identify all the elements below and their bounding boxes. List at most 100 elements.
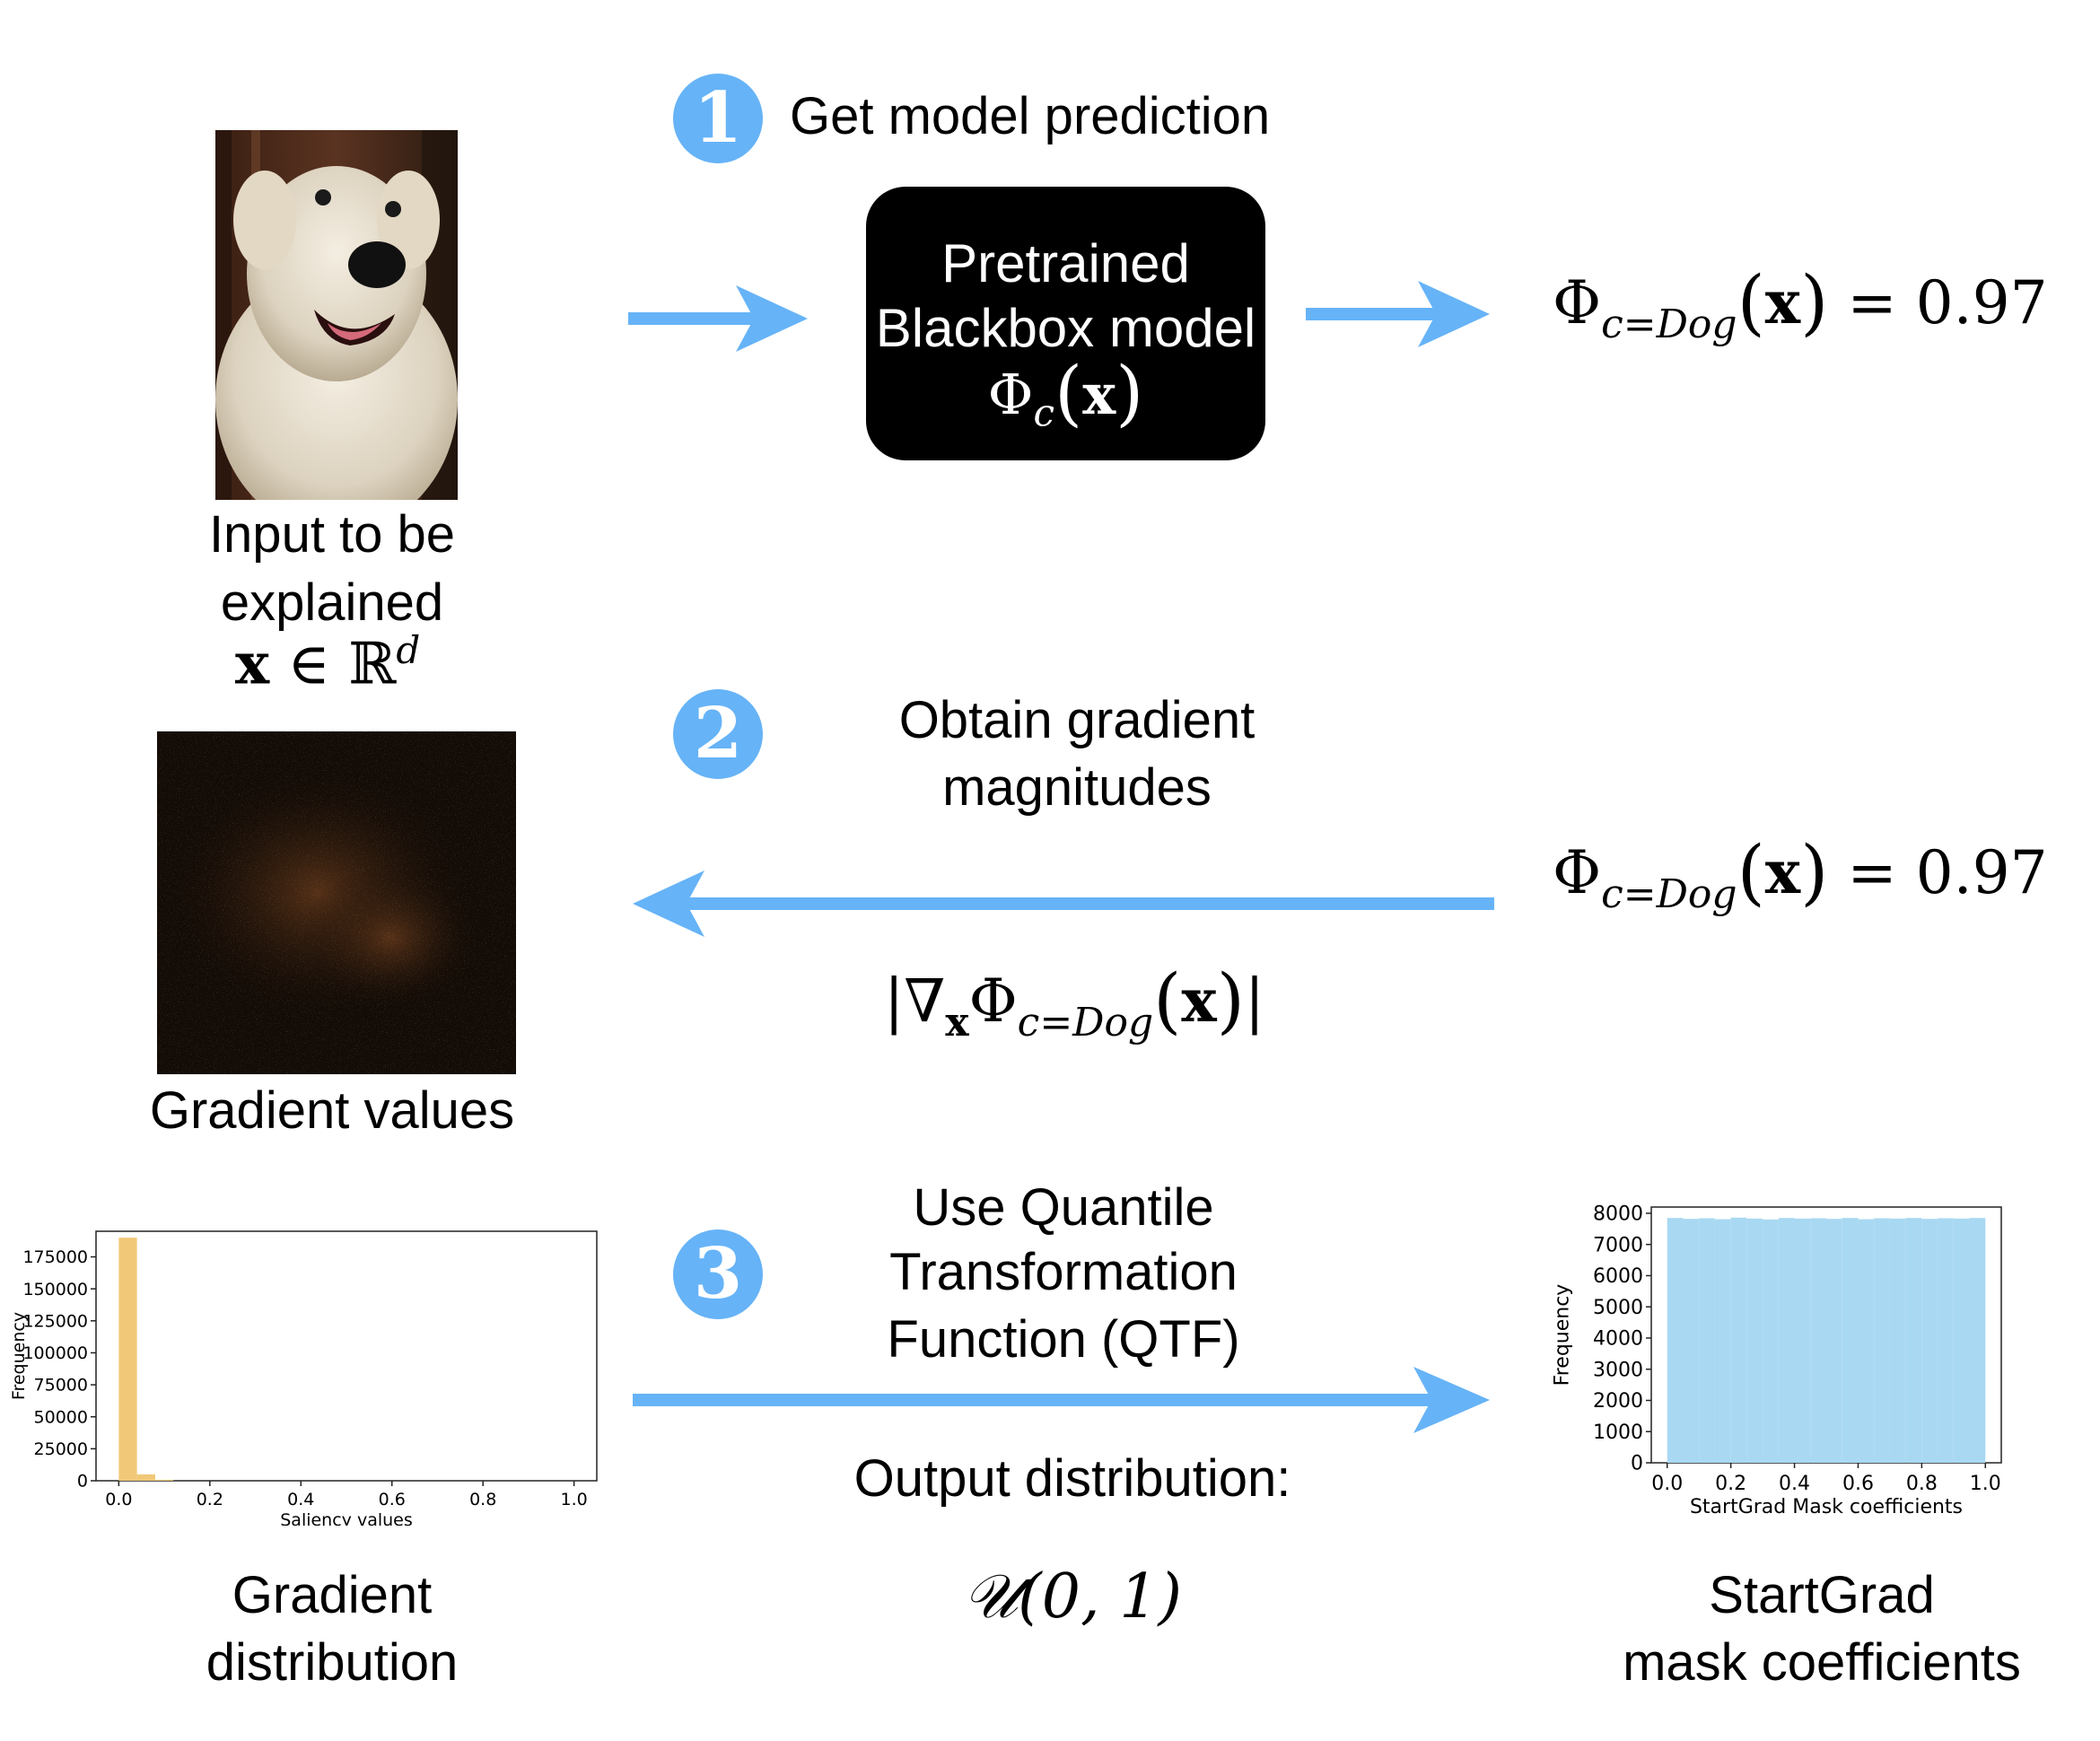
phi-symbol: Φ xyxy=(968,967,1018,1036)
histogram-bar xyxy=(118,1238,137,1481)
x-tick-label: 0.0 xyxy=(1651,1473,1683,1495)
y-tick-label: 5000 xyxy=(1593,1297,1643,1319)
y-tick-label: 3000 xyxy=(1593,1359,1643,1381)
histogram-bar xyxy=(1858,1219,1875,1463)
x-tick-label: 0.2 xyxy=(197,1490,223,1509)
phi-symbol: Φ xyxy=(1553,268,1602,337)
histogram-bar xyxy=(1683,1219,1700,1463)
y-tick-label: 75000 xyxy=(34,1376,88,1395)
class-subscript: c=Dog xyxy=(1601,871,1737,917)
mask-histogram: 0.0 0.2 0.4 0.6 0.8 1.0 0 1000 2000 3000 4000 5000 6… xyxy=(1553,1203,2002,1518)
class-subscript: c=Dog xyxy=(1601,302,1737,347)
x-tick-label: 0.4 xyxy=(287,1490,314,1509)
histogram-bar xyxy=(1969,1218,1986,1463)
y-tick-label: 2000 xyxy=(1593,1390,1643,1413)
step-1-title: Get model prediction xyxy=(790,87,1271,145)
prediction-score: = 0.97 xyxy=(1847,268,2048,337)
x-symbol: x xyxy=(1082,362,1116,427)
y-tick-label: 25000 xyxy=(34,1439,88,1459)
x-symbol: x xyxy=(235,630,270,698)
gradient-expression: |∇xΦc=Dog(x)| xyxy=(884,958,1265,1045)
mask-caption-line1: StartGrad xyxy=(1709,1566,1935,1624)
x-tick-label: 0.8 xyxy=(469,1490,496,1509)
class-subscript: c=Dog xyxy=(1017,1000,1154,1045)
x-tick-label: 0.4 xyxy=(1779,1473,1810,1495)
x-tick-label: 1.0 xyxy=(561,1490,588,1509)
y-tick-label: 4000 xyxy=(1593,1328,1643,1351)
histogram-bar xyxy=(1794,1218,1811,1463)
input-caption-line1: Input to be xyxy=(208,505,456,564)
histogram-bar xyxy=(1921,1219,1938,1463)
uniform-formula: 𝒰(0, 1) xyxy=(962,1562,1183,1632)
x-axis-label: StartGrad Mask coefficients xyxy=(1690,1496,1963,1518)
histogram-bar xyxy=(154,1479,174,1481)
dog-input-image xyxy=(215,130,458,534)
histogram-bar xyxy=(1826,1219,1842,1463)
arrow-qtf xyxy=(633,1367,1490,1433)
histogram-bar xyxy=(136,1474,155,1481)
y-tick-label: 175000 xyxy=(22,1247,88,1267)
y-tick-label: 100000 xyxy=(22,1343,88,1363)
y-tick-label: 0 xyxy=(1631,1453,1643,1475)
x-tick-label: 1.0 xyxy=(1970,1473,2001,1495)
model-label-line1: Pretrained xyxy=(941,233,1190,293)
y-tick-label: 8000 xyxy=(1593,1203,1643,1226)
y-tick-label: 125000 xyxy=(22,1311,88,1331)
plot-frame xyxy=(95,1230,598,1482)
arrow-gradient-back xyxy=(633,870,1494,937)
x-tick-label: 0.2 xyxy=(1715,1473,1746,1495)
histogram-bar xyxy=(1889,1218,1906,1463)
histogram-bar xyxy=(1778,1218,1795,1463)
input-caption-math: x ∈ ℝd xyxy=(235,628,420,697)
step-1-badge: 1 xyxy=(673,74,763,163)
phi-symbol: Φ xyxy=(987,362,1034,427)
y-axis-label: Frequency xyxy=(9,1312,29,1400)
histogram-bar xyxy=(1714,1219,1731,1463)
output-distribution-label: Output distribution: xyxy=(853,1449,1291,1508)
x-subscript: x xyxy=(945,1000,969,1045)
x-tick-label: 0.6 xyxy=(379,1490,406,1509)
histogram-bar xyxy=(1938,1218,1954,1463)
histogram-bar xyxy=(1905,1218,1922,1463)
histogram-bar xyxy=(1699,1218,1715,1463)
histogram-bar xyxy=(1730,1217,1747,1463)
step-3-title-line3: Function (QTF) xyxy=(887,1310,1240,1369)
step-2-badge: 2 xyxy=(673,689,763,779)
step-2-title-line1: Obtain gradient xyxy=(898,691,1256,749)
x-tick-label: 0.0 xyxy=(105,1490,132,1509)
step-3-title-line2: Transformation xyxy=(889,1243,1238,1301)
y-tick-label: 0 xyxy=(77,1472,88,1492)
y-axis-label: Frequency xyxy=(1553,1284,1574,1387)
prediction-score: = 0.97 xyxy=(1847,838,2048,907)
model-label-line2: Blackbox model xyxy=(875,298,1256,358)
x-symbol: x xyxy=(1764,837,1801,907)
phi-symbol: Φ xyxy=(1553,838,1602,907)
y-tick-label: 50000 xyxy=(34,1407,88,1427)
y-tick-label: 1000 xyxy=(1593,1422,1643,1444)
step-3-title-line1: Use Quantile xyxy=(913,1178,1214,1237)
y-tick-label: 7000 xyxy=(1593,1234,1643,1256)
histogram-bar xyxy=(1842,1218,1859,1463)
prediction-value-top: Φc=Dog(x) = 0.97 xyxy=(1553,260,2048,347)
in-reals-symbol: ∈ ℝ xyxy=(287,631,397,698)
dimension-superscript: d xyxy=(396,628,421,672)
input-caption-line2: explained xyxy=(220,573,444,632)
gradient-values-caption: Gradient values xyxy=(149,1081,515,1140)
gradient-histogram: 0.0 0.2 0.4 0.6 0.8 1.0 0 25000 50000 75000 100000… xyxy=(9,1230,598,1526)
arrow-input-to-model xyxy=(628,285,808,352)
class-subscript: c xyxy=(1033,390,1054,435)
arrow-model-to-prediction xyxy=(1306,281,1490,347)
histogram-bar xyxy=(1667,1218,1684,1463)
histogram-bar xyxy=(1874,1218,1890,1463)
histogram-bar xyxy=(1746,1218,1763,1463)
step-2-title-line2: magnitudes xyxy=(942,758,1212,817)
x-tick-label: 0.6 xyxy=(1842,1473,1874,1495)
step-3-badge: 3 xyxy=(673,1229,763,1319)
gradient-dist-caption-line1: Gradient xyxy=(232,1566,433,1624)
prediction-value-middle: Φc=Dog(x) = 0.97 xyxy=(1553,830,2048,917)
histogram-bar xyxy=(1810,1218,1826,1463)
y-tick-label: 6000 xyxy=(1593,1265,1643,1288)
histogram-bar xyxy=(1953,1218,1970,1463)
blackbox-model: Pretrained Blackbox model Φc(x) xyxy=(866,187,1265,460)
mask-caption-line2: mask coefficients xyxy=(1623,1633,2021,1692)
